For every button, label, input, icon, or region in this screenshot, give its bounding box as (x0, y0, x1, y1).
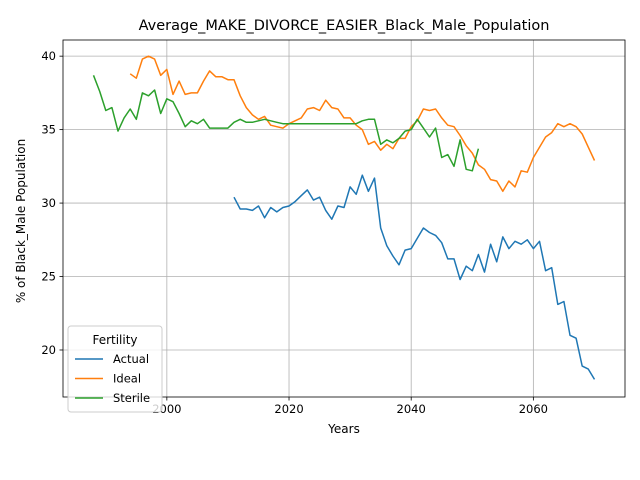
x-axis-label: Years (327, 422, 360, 436)
y-tick-label: 25 (41, 270, 56, 284)
series-line-sterile (92, 75, 480, 172)
x-tick-label: 2020 (274, 402, 303, 416)
y-tick-label: 35 (41, 123, 56, 137)
legend-label-sterile: Sterile (113, 391, 150, 405)
legend-label-actual: Actual (113, 352, 149, 366)
plot-frame (62, 39, 626, 398)
legend-box (67, 325, 163, 413)
y-tick-label: 40 (41, 49, 56, 63)
legend-items: Actual Ideal Sterile (75, 352, 150, 405)
legend-label-ideal: Ideal (113, 372, 141, 386)
x-tick-label: 2060 (519, 402, 548, 416)
series-lines (92, 55, 596, 380)
chart-title: Average_MAKE_DIVORCE_EASIER_Black_Male_P… (139, 18, 550, 34)
series-line-ideal (129, 55, 596, 193)
y-tick-label: 30 (41, 196, 56, 210)
legend: Fertility Actual Ideal Sterile (67, 325, 163, 413)
grid-lines (63, 40, 625, 397)
series-line-actual (233, 174, 596, 380)
legend-title: Fertility (92, 333, 137, 347)
y-axis-label: % of Black_Male Population (14, 139, 28, 303)
x-axis-ticks: 2000 2020 2040 2060 (152, 397, 548, 416)
x-tick-label: 2040 (397, 402, 426, 416)
y-tick-label: 20 (41, 343, 56, 357)
y-axis-ticks: 20 25 30 35 40 (41, 49, 63, 357)
